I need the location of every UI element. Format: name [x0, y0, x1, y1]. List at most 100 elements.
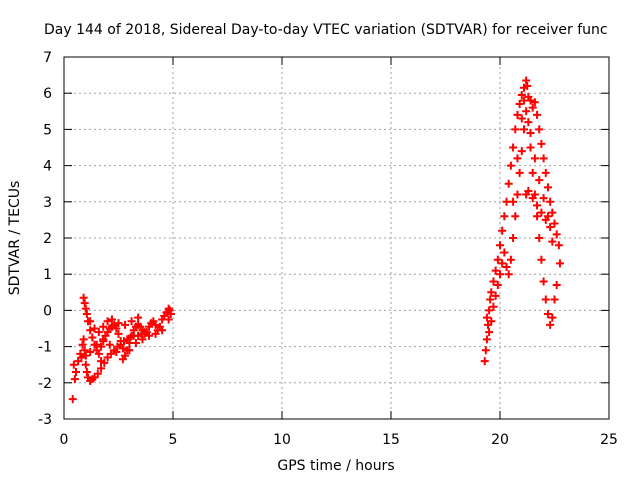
tick-labels: 0 5 10 15 20 25 -3 -2 -1 0 1 2 3 4 5 6 7 [38, 50, 618, 448]
data-point [69, 360, 78, 369]
y-tick-label: 6 [43, 86, 52, 102]
data-point [537, 255, 546, 264]
data-point [548, 208, 557, 217]
data-point [517, 147, 526, 156]
data-point [513, 110, 522, 119]
data-point [515, 100, 524, 109]
x-tick-label: 25 [600, 432, 618, 448]
data-point [519, 125, 528, 134]
data-point [88, 333, 97, 342]
data-point [517, 91, 526, 100]
data-point [93, 369, 102, 378]
data-point [539, 154, 548, 163]
y-tick-label: -1 [38, 340, 52, 356]
data-point [506, 255, 515, 264]
data-point [511, 212, 520, 221]
data-point [530, 98, 539, 107]
data-point [82, 367, 91, 376]
data-point [97, 364, 106, 373]
data-point [92, 340, 101, 349]
data-point [105, 340, 114, 349]
data-point [552, 281, 561, 290]
data-point [81, 360, 90, 369]
data-point [80, 346, 89, 355]
data-point [487, 288, 496, 297]
data-point [114, 329, 123, 338]
y-tick-label: -3 [38, 412, 52, 428]
data-point [94, 328, 103, 337]
data-point [493, 255, 502, 264]
data-point [504, 179, 513, 188]
data-point [489, 302, 498, 311]
data-point [86, 326, 95, 335]
data-point [523, 81, 532, 90]
data-point [546, 223, 555, 232]
data-point [526, 143, 535, 152]
data-point [86, 317, 95, 326]
data-point [97, 342, 106, 351]
y-tick-label: 5 [43, 122, 52, 138]
data-point [555, 259, 564, 268]
y-tick-label: 2 [43, 231, 52, 247]
data-point [112, 324, 121, 333]
axis-ticks [63, 56, 610, 420]
data-point [504, 270, 513, 279]
data-point [506, 161, 515, 170]
data-point [552, 230, 561, 239]
data-point [526, 129, 535, 138]
data-point [502, 262, 511, 271]
y-axis-label: SDTVAR / TECUs [7, 181, 23, 296]
data-point [498, 259, 507, 268]
data-point [511, 125, 520, 134]
data-point [546, 197, 555, 206]
data-point [528, 194, 537, 203]
data-point [515, 168, 524, 177]
data-point [493, 281, 502, 290]
data-point [134, 313, 143, 322]
data-point [535, 176, 544, 185]
data-point [99, 335, 108, 344]
data-point [550, 295, 559, 304]
data-point [482, 313, 491, 322]
data-point [68, 395, 77, 404]
data-point [487, 317, 496, 326]
data-point [145, 331, 154, 340]
data-point [498, 226, 507, 235]
data-point [486, 295, 495, 304]
data-point [496, 241, 504, 250]
data-point [533, 110, 542, 119]
data-point [79, 335, 88, 344]
grid-lines [64, 57, 609, 419]
y-tick-label: 4 [43, 159, 52, 175]
data-point [81, 304, 90, 313]
data-point [541, 168, 550, 177]
x-tick-label: 5 [169, 432, 178, 448]
data-point [118, 344, 127, 353]
data-point [118, 355, 127, 364]
data-point [533, 201, 542, 210]
data-point [509, 197, 518, 206]
data-point [151, 329, 160, 338]
data-point [90, 324, 99, 333]
data-point [125, 346, 134, 355]
data-point [524, 118, 533, 127]
data-point [138, 335, 147, 344]
data-point [127, 317, 136, 326]
data-point [166, 310, 175, 319]
data-point [513, 190, 522, 199]
data-point [535, 234, 544, 242]
y-tick-label: 1 [43, 267, 52, 283]
data-point [513, 154, 522, 163]
data-point [550, 219, 559, 228]
data-point [158, 326, 167, 335]
data-point [103, 317, 112, 326]
data-point [71, 367, 80, 376]
data-point [485, 328, 494, 337]
data-point [116, 337, 125, 346]
data-point [548, 313, 557, 322]
data-points [68, 76, 564, 404]
data-point [485, 306, 494, 315]
data-point [82, 310, 91, 319]
data-point [500, 248, 509, 257]
